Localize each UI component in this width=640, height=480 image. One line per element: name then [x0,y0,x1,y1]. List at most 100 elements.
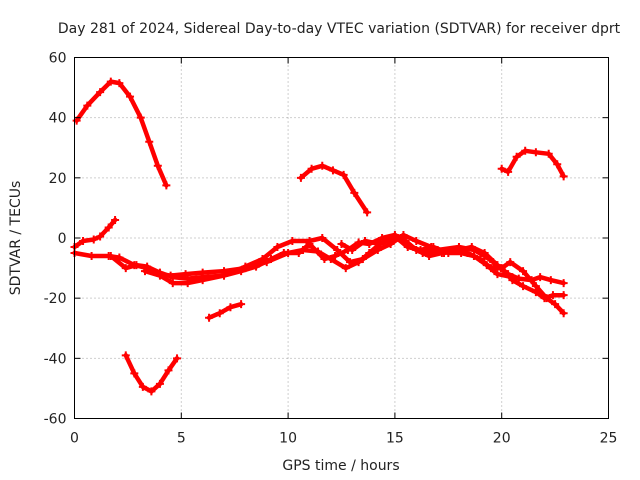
data-point-marker [506,258,515,267]
y-tick-label: 60 [49,51,67,67]
data-point-marker [318,161,327,170]
data-point-marker [288,237,297,246]
data-point-marker [559,309,568,318]
series-arc-4 [206,301,244,320]
data-point-marker [164,366,173,375]
data-point-marker [173,354,182,363]
data-point-marker [145,137,154,146]
data-point-marker [87,252,96,261]
data-point-marker [425,252,434,261]
data-point-marker [237,267,246,276]
data-point-marker [153,161,162,170]
data-point-marker [521,146,530,155]
x-tick-label: 25 [600,431,618,447]
x-tick-label: 5 [177,431,186,447]
data-point-marker [121,351,130,360]
data-point-marker [348,246,357,255]
data-point-marker [546,276,555,285]
data-point-marker [469,252,478,261]
data-point-marker [337,240,346,249]
series-arc-8 [108,232,566,286]
data-point-marker [480,249,489,258]
data-point-marker [307,164,316,173]
data-point-marker [544,149,553,158]
data-point-marker [548,291,557,300]
data-point-marker [106,77,115,86]
data-point-marker [111,215,120,224]
data-point-marker [328,166,337,175]
data-point-marker [360,237,369,246]
data-point-marker [358,255,367,264]
data-point-marker [514,274,523,283]
data-point-marker [339,170,348,179]
data-point-marker [373,246,382,255]
data-point-marker [89,235,98,244]
data-point-marker [305,240,314,249]
data-point-marker [363,208,372,217]
x-tick-label: 15 [386,431,404,447]
series-arc-1 [74,79,169,188]
data-point-marker [296,173,305,182]
data-point-marker [237,300,246,309]
data-point-marker [497,164,506,173]
data-point-marker [294,249,303,258]
data-point-marker [429,243,438,252]
data-point-marker [205,313,214,322]
data-point-marker [375,240,384,249]
y-tick-label: 20 [49,171,67,187]
data-point-marker [412,237,421,246]
chart-title: Day 281 of 2024, Sidereal Day-to-day VTE… [58,21,621,37]
data-point-marker [346,258,355,267]
data-point-marker [121,264,130,273]
x-tick-label: 20 [493,431,511,447]
data-point-marker [390,232,399,241]
data-point-marker [320,255,329,264]
data-point-marker [512,152,521,161]
data-point-marker [519,267,528,276]
y-tick-label: -20 [44,291,67,307]
data-point-marker [183,279,192,288]
data-point-marker [444,249,453,258]
data-point-marker [542,294,551,303]
data-point-marker [96,88,105,97]
data-point-marker [559,279,568,288]
data-point-marker [130,369,139,378]
data-point-marker [140,267,149,276]
data-point-marker [519,282,528,291]
data-point-marker [553,160,562,169]
x-axis-label: GPS time / hours [282,458,399,474]
data-point-marker [279,249,288,258]
data-point-marker [467,243,476,252]
data-point-marker [220,271,229,280]
data-point-marker [132,261,141,270]
data-point-marker [386,240,395,249]
y-tick-label: 0 [58,231,67,247]
data-point-marker [318,234,327,242]
data-point-marker [106,252,115,261]
y-tick-label: 40 [49,111,67,127]
data-point-marker [79,237,88,246]
data-point-marker [493,270,502,279]
data-point-marker [551,300,560,309]
data-point-marker [126,92,135,101]
data-point-marker [96,232,105,241]
data-point-marker [198,276,207,285]
data-point-marker [168,279,177,288]
grid [74,57,609,419]
series-layer [70,77,568,396]
data-point-marker [143,262,152,271]
y-tick-label: -40 [44,351,67,367]
data-point-marker [155,379,164,388]
data-point-marker [531,148,540,157]
data-point-marker [482,261,491,270]
data-point-marker [273,243,282,252]
data-point-marker [559,291,568,300]
data-point-marker [115,79,124,88]
data-point-marker [497,264,506,273]
data-point-marker [252,262,261,271]
data-point-marker [267,255,276,264]
data-point-marker [136,113,145,122]
data-point-marker [457,249,466,258]
data-point-marker [416,246,425,255]
